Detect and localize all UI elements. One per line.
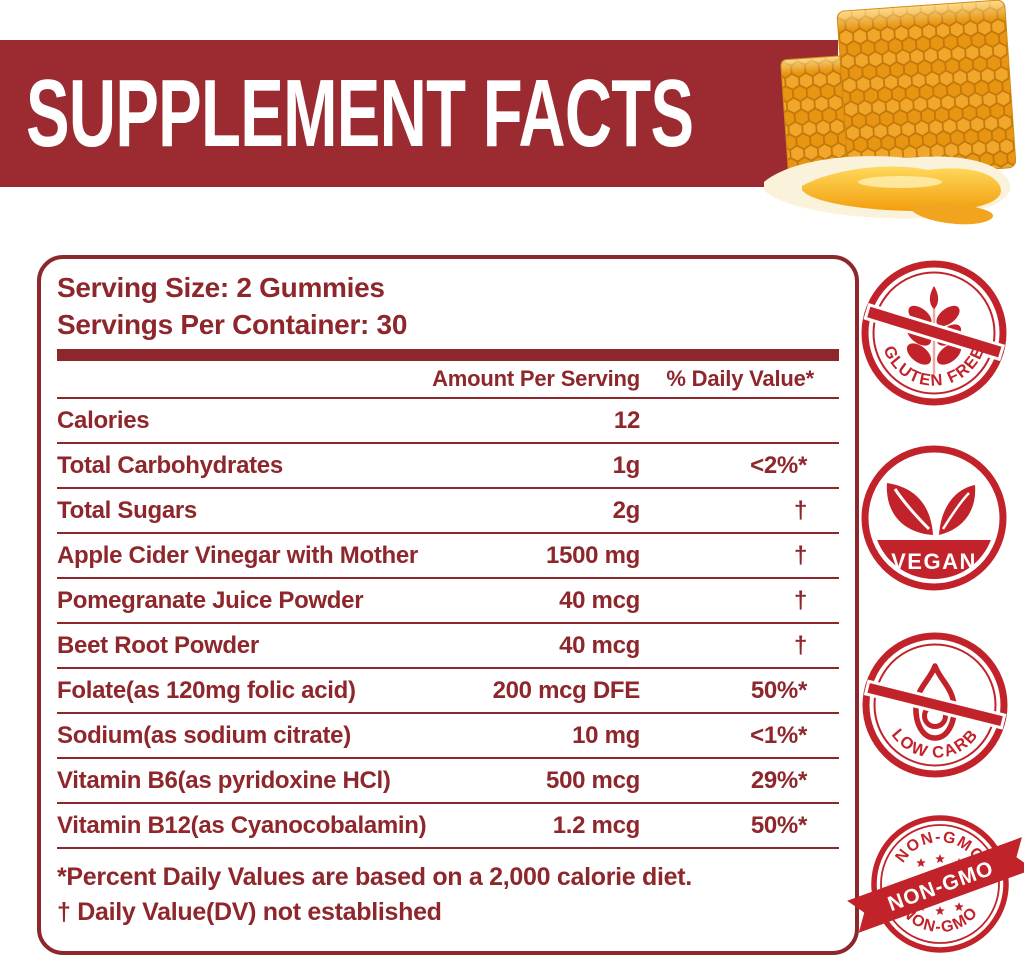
nutrient-dv: 50%* xyxy=(750,676,807,704)
nutrient-dv: † xyxy=(793,586,807,614)
nutrient-name: Total Carbohydrates xyxy=(57,451,283,479)
table-row: Pomegranate Juice Powder 40 mcg † xyxy=(57,579,839,624)
vegan-label: VEGAN xyxy=(891,549,977,574)
nutrient-name: Calories xyxy=(57,406,150,434)
header-banner: SUPPLEMENT FACTS xyxy=(0,40,838,187)
nutrient-name: Apple Cider Vinegar with Mother xyxy=(57,541,418,569)
column-dv-header: % Daily Value* xyxy=(666,366,814,391)
table-row: Apple Cider Vinegar with Mother 1500 mg … xyxy=(57,534,839,579)
footnotes: *Percent Daily Values are based on a 2,0… xyxy=(57,860,839,930)
column-amount-header: Amount Per Serving xyxy=(432,366,640,391)
nutrient-name: Folate(as 120mg folic acid) xyxy=(57,676,356,704)
no-slash-icon xyxy=(863,679,1007,730)
nutrient-dv: † xyxy=(793,541,807,569)
table-row: Calories 12 xyxy=(57,399,839,444)
nutrient-amount: 40 mcg xyxy=(559,631,640,659)
nutrient-name: Sodium(as sodium citrate) xyxy=(57,721,351,749)
table-row: Total Sugars 2g † xyxy=(57,489,839,534)
facts-panel: Serving Size: 2 Gummies Servings Per Con… xyxy=(37,255,859,955)
vegan-badge: VEGAN xyxy=(861,445,1007,591)
nutrient-amount: 40 mcg xyxy=(559,586,640,614)
nutrient-dv: 29%* xyxy=(750,766,807,794)
servings-per-container: Servings Per Container: 30 xyxy=(57,309,408,340)
nutrient-amount: 12 xyxy=(613,406,640,434)
nutrient-amount: 10 mg xyxy=(572,721,640,749)
nutrient-name: Vitamin B6(as pyridoxine HCl) xyxy=(57,766,391,794)
small-comb xyxy=(780,54,860,176)
nutrient-dv: <2%* xyxy=(750,451,807,479)
non-gmo-badge: NON-GMO NON-GMO NON-GMO xyxy=(847,815,1024,953)
nutrient-dv: † xyxy=(793,496,807,524)
nutrient-name: Vitamin B12(as Cyanocobalamin) xyxy=(57,811,427,839)
table-row: Vitamin B12(as Cyanocobalamin) 1.2 mcg 5… xyxy=(57,804,839,849)
nutrient-dv: <1%* xyxy=(750,721,807,749)
leaf-icon xyxy=(886,483,976,535)
table-row: Sodium(as sodium citrate) 10 mg <1%* xyxy=(57,714,839,759)
nutrient-amount: 1g xyxy=(612,451,641,479)
nutrient-amount: 200 mcg DFE xyxy=(492,676,641,704)
nutrient-name: Pomegranate Juice Powder xyxy=(57,586,364,614)
nutrient-dv: 50%* xyxy=(750,811,807,839)
gluten-free-badge: GLUTEN FREE xyxy=(861,260,1007,406)
table-row: Vitamin B6(as pyridoxine HCl) 500 mcg 29… xyxy=(57,759,839,804)
low-carb-badge: LOW CARB xyxy=(862,632,1008,778)
nutrient-amount: 2g xyxy=(612,496,641,524)
no-slash-icon xyxy=(863,303,1006,362)
page-title: SUPPLEMENT FACTS xyxy=(26,59,694,167)
table-row: Beet Root Powder 40 mcg † xyxy=(57,624,839,669)
nutrient-dv: † xyxy=(793,631,807,659)
footnote-dv: *Percent Daily Values are based on a 2,0… xyxy=(57,863,692,891)
honeycomb-image xyxy=(764,0,1017,225)
nutrient-name: Beet Root Powder xyxy=(57,631,259,659)
table-header: Amount Per Serving % Daily Value* xyxy=(57,361,839,399)
nutrient-amount: 500 mcg xyxy=(546,766,640,794)
nutrient-amount: 1.2 mcg xyxy=(552,811,641,839)
table-row: Total Carbohydrates 1g <2%* xyxy=(57,444,839,489)
big-comb xyxy=(836,0,1017,180)
nutrient-amount: 1500 mg xyxy=(546,541,640,569)
table-row: Folate(as 120mg folic acid) 200 mcg DFE … xyxy=(57,669,839,714)
divider-bar xyxy=(57,349,839,361)
nutrient-name: Total Sugars xyxy=(57,496,197,524)
footnote-dagger: † Daily Value(DV) not established xyxy=(57,898,442,926)
serving-size: Serving Size: 2 Gummies xyxy=(57,272,385,303)
